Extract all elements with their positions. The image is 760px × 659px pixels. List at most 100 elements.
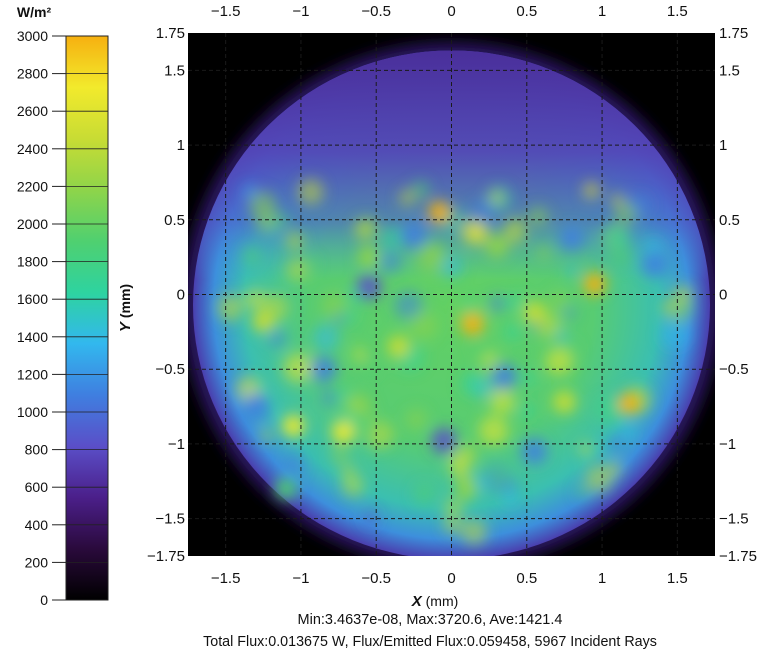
y-tick-label: −0.5 — [155, 361, 185, 378]
flux-coldspot — [641, 251, 668, 278]
flux-speckle — [448, 455, 469, 476]
flux-speckle — [555, 329, 568, 342]
stats-line-2: Total Flux:0.013675 W, Flux/Emitted Flux… — [203, 634, 657, 650]
flux-speckle — [297, 178, 324, 205]
y-tick-label: 0.5 — [164, 212, 185, 229]
grid-lines — [188, 33, 715, 556]
flux-speckle — [600, 397, 621, 418]
flux-speckle — [488, 294, 507, 313]
colorbar-tick-label: 0 — [40, 592, 48, 608]
flux-speckle — [502, 490, 519, 507]
flux-speckle — [363, 510, 378, 526]
flux-speckle — [353, 347, 367, 361]
y-tick-label: 1.5 — [164, 62, 185, 79]
flux-hotspot — [485, 235, 508, 258]
colorbar-tick-label: 600 — [25, 479, 49, 495]
colorbar-tick-label: 2600 — [17, 103, 48, 119]
flux-speckle — [409, 311, 438, 340]
flux-texture — [217, 178, 694, 545]
x-tick-labels-top: −1.5 −1 −0.5 0 0.5 1 1.5 — [211, 3, 688, 20]
y-tick-label: 1.75 — [719, 25, 748, 42]
x-tick-label: 1 — [598, 3, 606, 20]
x-tick-label: 1.5 — [667, 3, 688, 20]
flux-speckle — [274, 213, 290, 228]
y-tick-label: 1 — [177, 137, 185, 154]
flux-speckle — [268, 329, 286, 348]
y-tick-labels-left: 1.75 1.5 1 0.5 0 −0.5 −1 −1.5 −1.75 — [147, 25, 185, 565]
flux-speckle — [463, 298, 477, 313]
y-tick-label: 1.5 — [719, 62, 740, 79]
flux-speckle — [444, 497, 464, 518]
y-tick-label: −0.5 — [719, 361, 749, 378]
flux-speckle — [503, 322, 522, 342]
x-tick-label: −1 — [292, 570, 309, 587]
flux-speckle — [575, 484, 591, 499]
colorbar-tick-label: 1200 — [17, 366, 48, 382]
flux-hotspot — [523, 301, 546, 324]
flux-speckle — [414, 483, 435, 505]
flux-speckle — [549, 290, 569, 311]
colorbar-tick-label: 2200 — [17, 178, 48, 194]
flux-speckle — [341, 309, 357, 324]
x-tick-label: 1.5 — [667, 570, 688, 587]
x-tick-label: −1 — [292, 3, 309, 20]
flux-hotspot — [252, 310, 275, 333]
flux-speckle — [223, 308, 238, 323]
y-tick-label: 0 — [177, 287, 185, 304]
colorbar-tick-label: 1000 — [17, 404, 48, 420]
flux-hotspot — [461, 313, 484, 336]
flux-hotspot — [282, 414, 305, 437]
x-tick-labels-bottom: −1.5 −1 −0.5 0 0.5 1 1.5 — [211, 570, 688, 587]
flux-speckle — [471, 199, 496, 225]
flux-speckle — [490, 389, 515, 415]
flux-speckle — [248, 191, 277, 219]
flux-speckle — [461, 519, 487, 545]
x-tick-label: −0.5 — [361, 3, 391, 20]
flux-speckle — [507, 293, 526, 312]
flux-speckle — [411, 180, 430, 200]
flux-speckle — [260, 429, 273, 442]
flux-speckle — [321, 389, 338, 406]
x-tick-label: −1.5 — [211, 570, 241, 587]
flux-speckle — [619, 423, 637, 442]
colorbar-tick-label: 2800 — [17, 66, 48, 82]
flux-hotspot — [274, 477, 297, 500]
y-tick-label: −1 — [168, 436, 185, 453]
flux-coldspot — [242, 393, 269, 420]
flux-speckle — [605, 225, 629, 249]
flux-speckle — [563, 306, 576, 319]
disk-top-fade — [193, 50, 710, 556]
flux-speckle — [399, 189, 416, 206]
x-tick-label: 0.5 — [516, 3, 537, 20]
colorbar-unit: W/m² — [17, 4, 52, 20]
y-tick-label: −1.75 — [147, 548, 185, 565]
flux-speckle — [517, 402, 535, 420]
colorbar-tick-label: 1400 — [17, 329, 48, 345]
flux-speckle — [583, 182, 601, 200]
flux-speckle — [579, 442, 592, 456]
x-tick-label: 0.5 — [516, 570, 537, 587]
flux-speckle — [528, 207, 548, 227]
flux-hotspot — [357, 246, 380, 269]
flux-speckle — [545, 347, 573, 376]
y-tick-label: 0.5 — [719, 212, 740, 229]
flux-speckle — [606, 433, 626, 453]
y-tick-labels-right: 1.75 1.5 1 0.5 0 −0.5 −1 −1.5 −1.75 — [719, 25, 757, 565]
flux-speckle — [394, 291, 423, 320]
flux-speckle — [536, 245, 552, 261]
y-tick-label: −1 — [719, 436, 736, 453]
flux-hotspot — [332, 420, 355, 443]
flux-speckle — [610, 193, 624, 207]
colorbar-tick-label: 2000 — [17, 216, 48, 232]
flux-speckle — [379, 227, 403, 250]
flux-speckle — [285, 231, 305, 251]
flux-speckle — [243, 185, 256, 198]
colorbar-tick-label: 2400 — [17, 141, 48, 157]
flux-speckle — [242, 246, 262, 266]
flux-speckle — [378, 250, 402, 274]
colorbar-ticks: 3000280026002400220020001800160014001200… — [17, 28, 108, 608]
flux-speckle — [283, 353, 313, 383]
flux-speckle — [478, 415, 509, 446]
flux-coldspot — [521, 438, 548, 465]
